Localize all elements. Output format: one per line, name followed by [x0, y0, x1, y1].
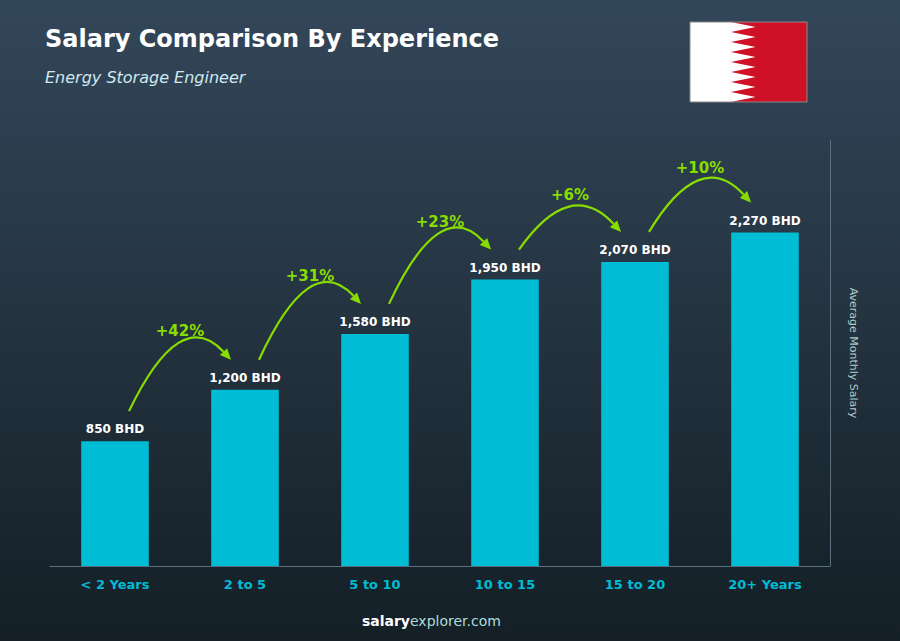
svg-text:2 to 5: 2 to 5: [224, 577, 266, 592]
svg-text:850 BHD: 850 BHD: [86, 422, 144, 436]
svg-text:15 to 20: 15 to 20: [605, 577, 665, 592]
svg-text:+6%: +6%: [551, 186, 589, 204]
svg-text:5 to 10: 5 to 10: [349, 577, 400, 592]
svg-text:10 to 15: 10 to 15: [475, 577, 535, 592]
svg-text:Energy Storage Engineer: Energy Storage Engineer: [45, 68, 247, 87]
svg-text:explorer.com: explorer.com: [410, 613, 501, 629]
svg-text:+23%: +23%: [416, 213, 464, 231]
svg-text:< 2 Years: < 2 Years: [81, 577, 150, 592]
svg-text:Salary Comparison By Experienc: Salary Comparison By Experience: [45, 25, 499, 53]
svg-text:2,270 BHD: 2,270 BHD: [729, 214, 800, 228]
svg-text:1,200 BHD: 1,200 BHD: [209, 371, 280, 385]
svg-text:2,070 BHD: 2,070 BHD: [599, 243, 670, 257]
svg-text:1,580 BHD: 1,580 BHD: [339, 315, 410, 329]
svg-text:1,950 BHD: 1,950 BHD: [469, 261, 540, 275]
svg-text:salary: salary: [362, 613, 410, 629]
svg-text:+10%: +10%: [676, 159, 724, 177]
svg-text:+42%: +42%: [156, 322, 204, 340]
svg-text:20+ Years: 20+ Years: [728, 577, 802, 592]
svg-text:+31%: +31%: [286, 267, 334, 285]
svg-text:Average Monthly Salary: Average Monthly Salary: [847, 288, 860, 419]
